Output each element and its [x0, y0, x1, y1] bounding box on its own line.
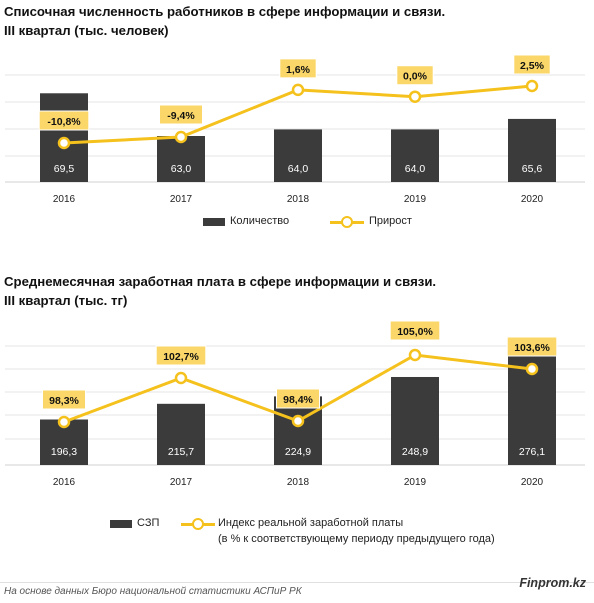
bar-value-label: 65,6 — [522, 163, 543, 175]
bar-value-label: 248,9 — [402, 446, 428, 458]
x-tick-label: 2019 — [404, 477, 427, 488]
bar-2019 — [391, 376, 439, 465]
bar-2017 — [157, 136, 205, 182]
line-label-box — [276, 388, 320, 409]
line-value-label: 102,7% — [163, 351, 199, 363]
bar-value-label: 276,1 — [519, 446, 545, 458]
chart1-legend-bar-swatch — [203, 218, 225, 226]
x-tick-label: 2020 — [521, 477, 544, 488]
chart1-title-line1: Списочная численность работников в сфере… — [4, 4, 446, 19]
bar-value-label: 215,7 — [168, 446, 194, 458]
chart2-legend-line-marker — [192, 518, 204, 530]
bar-2017 — [157, 403, 205, 465]
footer-brand: Finprom.kz — [519, 576, 586, 590]
line-value-label: -10,8% — [47, 116, 81, 128]
chart1-legend-bar-label: Количество — [230, 215, 290, 227]
line-value-label: 105,0% — [397, 326, 433, 338]
line-label-box — [389, 320, 441, 341]
chart2-title-line1: Среднемесячная заработная плата в сфере … — [4, 274, 437, 289]
x-tick-label: 2019 — [404, 194, 427, 205]
line-value-label: 98,3% — [49, 395, 79, 407]
line-label-box — [155, 345, 207, 366]
chart2-legend-line-label-2: (в % к соответствующему периоду предыдущ… — [218, 533, 495, 545]
line-label-box — [42, 389, 86, 410]
chart2-title: Среднемесячная заработная плата в сфере … — [4, 272, 436, 310]
x-tick-label: 2020 — [521, 194, 544, 205]
x-tick-label: 2016 — [53, 194, 76, 205]
line-point-2017 — [174, 371, 188, 385]
footer-divider — [0, 582, 594, 583]
bar-2018 — [274, 129, 322, 182]
line-point-2019 — [408, 90, 422, 103]
line-value-label: 0,0% — [403, 71, 428, 83]
line-label-box — [506, 336, 558, 357]
chart2-salary: 196,3 215,7 224,9 248,9 276,1 2016 2017 2018 201… — [5, 320, 585, 488]
line-value-label: 103,6% — [514, 342, 550, 354]
bar-value-label: 63,0 — [171, 163, 192, 175]
chart2-legend-line-label-1: Индекс реальной заработной платы — [218, 517, 404, 529]
line-label-box — [159, 104, 203, 125]
line-point-2019 — [408, 348, 422, 362]
bar-value-label: 64,0 — [288, 163, 309, 175]
line-label-box — [396, 65, 434, 86]
line-value-label: 1,6% — [286, 64, 311, 76]
line-point-2016 — [57, 415, 71, 429]
bar-2020 — [508, 118, 556, 182]
chart2-title-line2: III квартал (тыс. тг) — [4, 293, 128, 308]
line-point-2020 — [525, 79, 539, 93]
line-value-label: -9,4% — [167, 110, 195, 122]
line-point-2018 — [291, 414, 305, 428]
line-point-2018 — [291, 83, 305, 97]
chart1-title-line2: III квартал (тыс. человек) — [4, 23, 169, 38]
x-tick-label: 2017 — [170, 477, 193, 488]
line-value-label: 2,5% — [520, 60, 545, 72]
chart1-title: Списочная численность работников в сфере… — [4, 2, 445, 40]
footer-source: На основе данных Бюро национальной стати… — [4, 586, 302, 597]
line-point-2016 — [57, 136, 71, 150]
line-value-label: 98,4% — [283, 394, 313, 406]
line-label-box — [279, 58, 317, 79]
bar-value-label: 69,5 — [54, 163, 75, 175]
line-label-box — [38, 110, 90, 131]
x-tick-label: 2017 — [170, 194, 193, 205]
chart1-legend-line-label: Прирост — [369, 215, 412, 227]
bar-value-label: 224,9 — [285, 446, 311, 458]
bar-value-label: 64,0 — [405, 163, 426, 175]
x-tick-label: 2016 — [53, 477, 76, 488]
line-label-box — [513, 54, 551, 75]
x-tick-label: 2018 — [287, 194, 310, 205]
bar-value-label: 196,3 — [51, 446, 77, 458]
bar-2019 — [391, 129, 439, 182]
chart2-legend-bar-label: СЗП — [137, 517, 160, 529]
chart1-legend-line-marker — [341, 216, 353, 228]
x-tick-label: 2018 — [287, 477, 310, 488]
line-point-2017 — [174, 130, 188, 144]
chart1-employees: 69,5 63,0 64,0 64,0 65,6 2016 2017 2018 2019 2020… — [5, 54, 585, 205]
chart2-legend-bar-swatch — [110, 520, 132, 528]
line-point-2020 — [525, 362, 539, 376]
